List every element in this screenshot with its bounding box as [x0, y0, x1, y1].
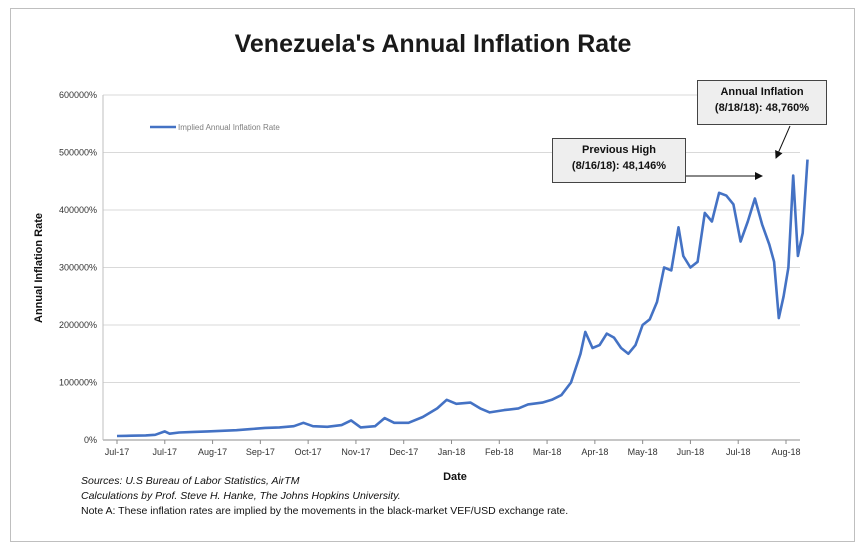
- y-tick-label: 500000%: [59, 148, 97, 158]
- axes: [102, 95, 800, 444]
- y-tick-label: 300000%: [59, 263, 97, 273]
- x-tick-label: Jul-17: [105, 447, 130, 457]
- x-tick-label: Nov-17: [341, 447, 370, 457]
- x-axis-label: Date: [443, 471, 467, 483]
- x-tick-label: Jul-18: [726, 447, 751, 457]
- x-tick-label: Feb-18: [485, 447, 514, 457]
- y-tick-label: 100000%: [59, 378, 97, 388]
- x-tick-label: Apr-18: [581, 447, 608, 457]
- annual-inflation-arrow: [775, 125, 791, 159]
- previous-high-line1: Previous High: [582, 144, 656, 156]
- legend-label: Implied Annual Inflation Rate: [178, 123, 280, 132]
- x-tick-label: Oct-17: [295, 447, 322, 457]
- annual-inflation-line1: Annual Inflation: [720, 86, 804, 98]
- y-tick-label: 400000%: [59, 205, 97, 215]
- chart-notes: Sources: U.S Bureau of Labor Statistics,…: [81, 474, 568, 519]
- chart-title: Venezuela's Annual Inflation Rate: [234, 30, 632, 58]
- y-axis-label: Annual Inflation Rate: [33, 213, 45, 323]
- x-tick-label: Jul-17: [153, 447, 178, 457]
- x-tick-label: Aug-17: [198, 447, 227, 457]
- x-tick-label: Aug-18: [771, 447, 800, 457]
- legend: Implied Annual Inflation Rate: [150, 123, 280, 132]
- x-tick-label: Jan-18: [438, 447, 466, 457]
- previous-high-line2: (8/16/18): 48,146%: [571, 160, 667, 172]
- previous-high-callout: Previous High (8/16/18): 48,146%: [552, 138, 686, 183]
- x-tick-label: Dec-17: [389, 447, 418, 457]
- series-line-implied-inflation: [116, 159, 809, 438]
- sources-note: Sources: U.S Bureau of Labor Statistics,…: [81, 475, 300, 487]
- y-tick-label: 0%: [84, 435, 97, 445]
- annual-inflation-line2: (8/18/18): 48,760%: [714, 102, 810, 114]
- x-tick-label: Sep-17: [246, 447, 275, 457]
- gridlines: [103, 94, 800, 441]
- y-tick-label: 600000%: [59, 90, 97, 100]
- y-tick-label: 200000%: [59, 320, 97, 330]
- annual-inflation-callout: Annual Inflation (8/18/18): 48,760%: [697, 80, 827, 125]
- x-tick-label: May-18: [628, 447, 658, 457]
- note-a: Note A: These inflation rates are implie…: [81, 505, 569, 517]
- x-tick-labels: Jul-17 Jul-17 Aug-17 Sep-17 Oct-17 Nov-17 Dec-…: [105, 447, 801, 457]
- callout-arrows: [686, 125, 791, 180]
- y-tick-labels: 0% 100000% 200000% 300000% 400000% 500000% 600…: [59, 90, 97, 445]
- x-tick-label: Jun-18: [677, 447, 705, 457]
- calculations-note: Calculations by Prof. Steve H. Hanke, Th…: [81, 490, 401, 502]
- x-tick-label: Mar-18: [533, 447, 562, 457]
